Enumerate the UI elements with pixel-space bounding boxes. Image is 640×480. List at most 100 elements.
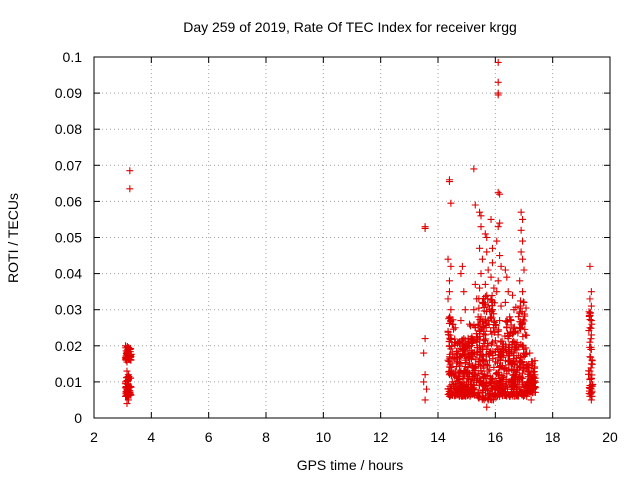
data-point xyxy=(480,374,488,382)
data-point xyxy=(454,391,462,399)
data-point xyxy=(123,367,131,375)
data-point xyxy=(504,335,512,343)
data-point xyxy=(423,385,431,393)
data-point xyxy=(447,262,455,270)
data-point xyxy=(461,356,469,364)
data-point xyxy=(505,332,513,340)
data-point xyxy=(123,387,131,395)
data-point xyxy=(503,324,511,332)
data-point xyxy=(484,367,492,375)
data-point xyxy=(519,389,527,397)
data-point xyxy=(513,388,521,396)
data-point xyxy=(497,262,505,270)
data-point xyxy=(470,306,478,314)
data-point xyxy=(529,360,537,368)
data-point xyxy=(484,396,492,404)
data-point xyxy=(586,316,594,324)
data-point xyxy=(476,346,484,354)
data-point xyxy=(471,201,479,209)
data-point xyxy=(586,338,594,346)
data-point xyxy=(496,190,504,198)
data-point xyxy=(475,361,483,369)
data-point xyxy=(516,363,524,371)
data-point xyxy=(478,298,486,306)
y-tick-label: 0.06 xyxy=(55,193,82,209)
data-point xyxy=(444,356,452,364)
data-point xyxy=(586,392,594,400)
data-point xyxy=(486,366,494,374)
data-point xyxy=(586,382,594,390)
data-point xyxy=(487,296,495,304)
data-point xyxy=(458,345,466,353)
data-point xyxy=(518,369,526,377)
data-point xyxy=(476,330,484,338)
y-axis-title: ROTI / TECUs xyxy=(5,193,21,283)
data-point xyxy=(585,308,593,316)
data-point xyxy=(479,357,487,365)
data-point xyxy=(445,342,453,350)
chart-title: Day 259 of 2019, Rate Of TEC Index for r… xyxy=(183,19,517,35)
data-point xyxy=(491,337,499,345)
data-point xyxy=(519,288,527,296)
data-point xyxy=(473,295,481,303)
data-point xyxy=(503,367,511,375)
data-point xyxy=(487,215,495,223)
y-tick-label: 0 xyxy=(74,410,82,426)
data-point xyxy=(496,317,504,325)
data-point xyxy=(481,385,489,393)
data-point xyxy=(467,378,475,386)
data-point xyxy=(512,380,520,388)
data-point xyxy=(509,338,517,346)
data-point xyxy=(466,320,474,328)
data-point xyxy=(445,178,453,186)
data-point xyxy=(587,302,595,310)
data-point xyxy=(466,360,474,368)
data-point xyxy=(475,304,483,312)
data-point xyxy=(484,340,492,348)
data-point xyxy=(471,324,479,332)
data-point xyxy=(457,367,465,375)
data-point xyxy=(481,280,489,288)
x-tick-label: 2 xyxy=(90,429,98,445)
data-point xyxy=(487,382,495,390)
data-point xyxy=(487,313,495,321)
data-point xyxy=(516,324,524,332)
data-point xyxy=(507,317,515,325)
data-point xyxy=(479,379,487,387)
data-point xyxy=(477,270,485,278)
data-point xyxy=(445,392,453,400)
data-point xyxy=(506,356,514,364)
data-point xyxy=(478,389,486,397)
data-point xyxy=(450,355,458,363)
data-point xyxy=(461,306,469,314)
data-point xyxy=(587,288,595,296)
data-point xyxy=(493,288,501,296)
data-point xyxy=(518,320,526,328)
data-point xyxy=(445,357,453,365)
data-point xyxy=(460,335,468,343)
data-point xyxy=(587,324,595,332)
data-point xyxy=(478,356,486,364)
data-point xyxy=(502,317,510,325)
data-point xyxy=(477,223,485,231)
data-point xyxy=(476,342,484,350)
data-point xyxy=(496,219,504,227)
data-point xyxy=(586,262,594,270)
data-point xyxy=(517,248,525,256)
data-point xyxy=(464,352,472,360)
data-point xyxy=(493,378,501,386)
data-point xyxy=(586,309,594,317)
axis-ticks: 2 4 6 8 10 12 14 16 18 20 0 0.01 0.02 0.03 0.04 0.05 0.0… xyxy=(55,49,618,445)
data-point xyxy=(507,360,515,368)
data-point xyxy=(456,360,463,368)
y-tick-label: 0.05 xyxy=(55,230,82,246)
data-point xyxy=(466,389,474,397)
data-point xyxy=(456,338,464,346)
data-point xyxy=(515,382,523,390)
data-point xyxy=(587,396,595,404)
data-point xyxy=(494,223,502,231)
data-point xyxy=(514,313,522,321)
data-point xyxy=(587,389,595,397)
data-point xyxy=(464,338,472,346)
